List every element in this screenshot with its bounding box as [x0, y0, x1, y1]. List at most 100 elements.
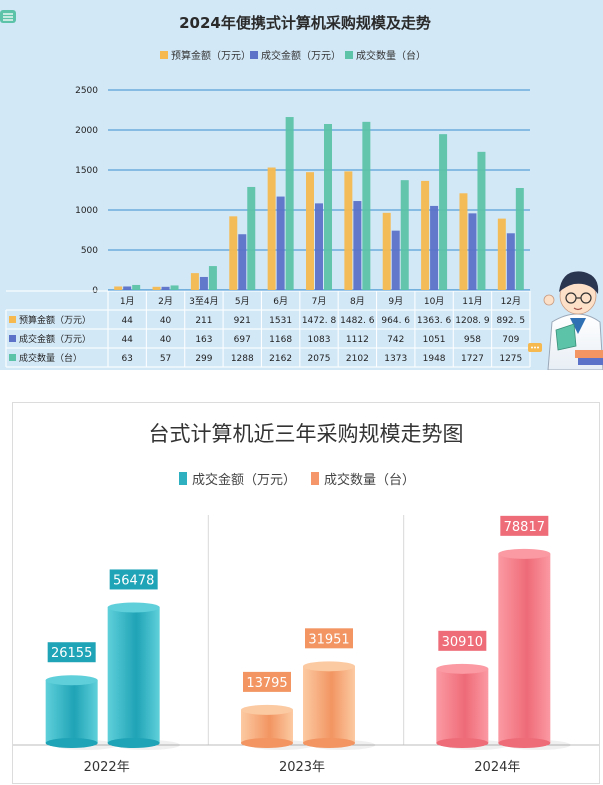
x-tick-label: 2月: [158, 296, 173, 307]
cylinder-base: [436, 738, 489, 748]
data-label: 1208. 9: [455, 316, 490, 326]
section-divider: [0, 372, 603, 392]
legend-label: 成交数量（台）: [356, 49, 426, 62]
x-tick-label: 3至4月: [189, 296, 218, 307]
top-chart-bars: [114, 117, 524, 290]
bar: [161, 286, 170, 290]
bar: [324, 124, 332, 290]
data-label: 40: [160, 335, 172, 345]
data-label: 1112: [346, 335, 369, 345]
bottom-chart-legend: 成交金额（万元） 成交数量（台）: [179, 472, 415, 488]
top-chart-svg: 2024年便携式计算机采购规模及走势 预算金额（万元） 成交金额（万元） 成交数量（…: [0, 10, 603, 370]
bar: [468, 213, 477, 290]
data-label: 26155: [51, 646, 92, 661]
y-tick-label: 1000: [75, 206, 98, 216]
bar: [515, 188, 524, 290]
table-row-swatch: [9, 316, 16, 323]
table-row-swatch: [9, 354, 16, 361]
x-tick-label: 8月: [350, 296, 365, 307]
data-label: 2102: [346, 354, 369, 364]
bar: [353, 201, 362, 290]
bar: [306, 172, 314, 290]
data-label: 1531: [269, 316, 292, 326]
x-tick-label: 9月: [388, 296, 403, 307]
data-label: 1168: [269, 335, 292, 345]
data-label: 44: [121, 316, 133, 326]
data-label: 1373: [384, 354, 407, 364]
bar: [344, 171, 353, 290]
legend-label: 预算金额（万元）: [171, 49, 251, 62]
y-tick-label: 2500: [75, 86, 98, 96]
bar: [477, 151, 486, 290]
table-row-swatch: [9, 335, 16, 342]
value-label-box: [47, 642, 96, 663]
cylinder-base: [303, 738, 355, 748]
bar: [229, 216, 238, 290]
legend-label: 成交数量（台）: [324, 472, 415, 488]
y-tick-label: 1500: [75, 166, 98, 176]
data-label: 697: [234, 335, 251, 345]
data-label: 1727: [461, 354, 484, 364]
bar: [459, 193, 468, 290]
x-tick-label: 2024年: [474, 760, 520, 775]
value-label-box: [500, 515, 549, 536]
top-chart-legend: 预算金额（万元） 成交金额（万元） 成交数量（台）: [160, 49, 426, 62]
data-label: 31951: [308, 632, 349, 647]
legend-swatch: [179, 472, 187, 485]
data-label: 57: [160, 354, 171, 364]
data-label: 1363. 6: [417, 316, 452, 326]
cylinder-bar: [498, 553, 551, 743]
cylinder-top: [45, 675, 98, 686]
x-tick-label: 1月: [120, 296, 135, 307]
bar: [114, 286, 123, 290]
cylinder-top: [241, 704, 293, 715]
bottom-chart-bars: 26155 56478 2022年 13795 31951 2023年 30910 78817…: [45, 515, 571, 775]
data-label: 958: [464, 335, 481, 345]
cylinder-bar: [45, 680, 98, 743]
bar: [267, 167, 276, 290]
y-tick-label: 500: [81, 246, 98, 256]
data-label: 40: [160, 316, 172, 326]
table-row-label: 成交金额（万元）: [19, 333, 91, 345]
bar: [315, 203, 323, 290]
x-tick-label: 10月: [424, 296, 444, 307]
table-row-label: 成交数量（台）: [19, 352, 82, 364]
data-label: 13795: [246, 676, 287, 691]
bar: [170, 285, 179, 290]
value-label-box: [243, 671, 291, 692]
data-label: 1948: [423, 354, 446, 364]
x-tick-label: 12月: [501, 296, 521, 307]
bar: [152, 286, 161, 290]
value-label-box: [305, 628, 353, 649]
legend-swatch: [345, 51, 353, 59]
bar: [506, 233, 515, 290]
value-label-box: [438, 630, 487, 651]
bar: [400, 180, 409, 290]
cylinder-base: [498, 738, 551, 748]
bar: [238, 234, 247, 290]
bottom-chart-svg: 台式计算机近三年采购规模走势图 成交金额（万元） 成交数量（台） 26155 564…: [13, 422, 599, 775]
bar: [421, 180, 430, 290]
teacher-illustration: [528, 271, 603, 370]
cylinder-base: [241, 738, 293, 748]
data-label: 56478: [113, 573, 154, 588]
bar: [430, 205, 439, 290]
value-label-box: [109, 569, 158, 590]
data-label: 921: [234, 316, 251, 326]
y-tick-label: 2000: [75, 126, 98, 136]
data-label: 1288: [231, 354, 254, 364]
data-label: 892. 5: [496, 316, 525, 326]
cylinder-bar: [241, 709, 293, 743]
cylinder-bar: [436, 668, 489, 743]
cylinder-bar: [303, 666, 355, 743]
data-label: 742: [387, 335, 404, 345]
menu-icon[interactable]: [0, 10, 16, 23]
data-label: 211: [195, 316, 212, 326]
bar: [276, 196, 285, 290]
table-row-label: 预算金额（万元）: [19, 314, 91, 326]
data-label: 1051: [423, 335, 446, 345]
cylinder-base: [45, 738, 98, 748]
bar: [362, 121, 371, 290]
x-tick-label: 11月: [462, 296, 482, 307]
data-label: 299: [195, 354, 212, 364]
